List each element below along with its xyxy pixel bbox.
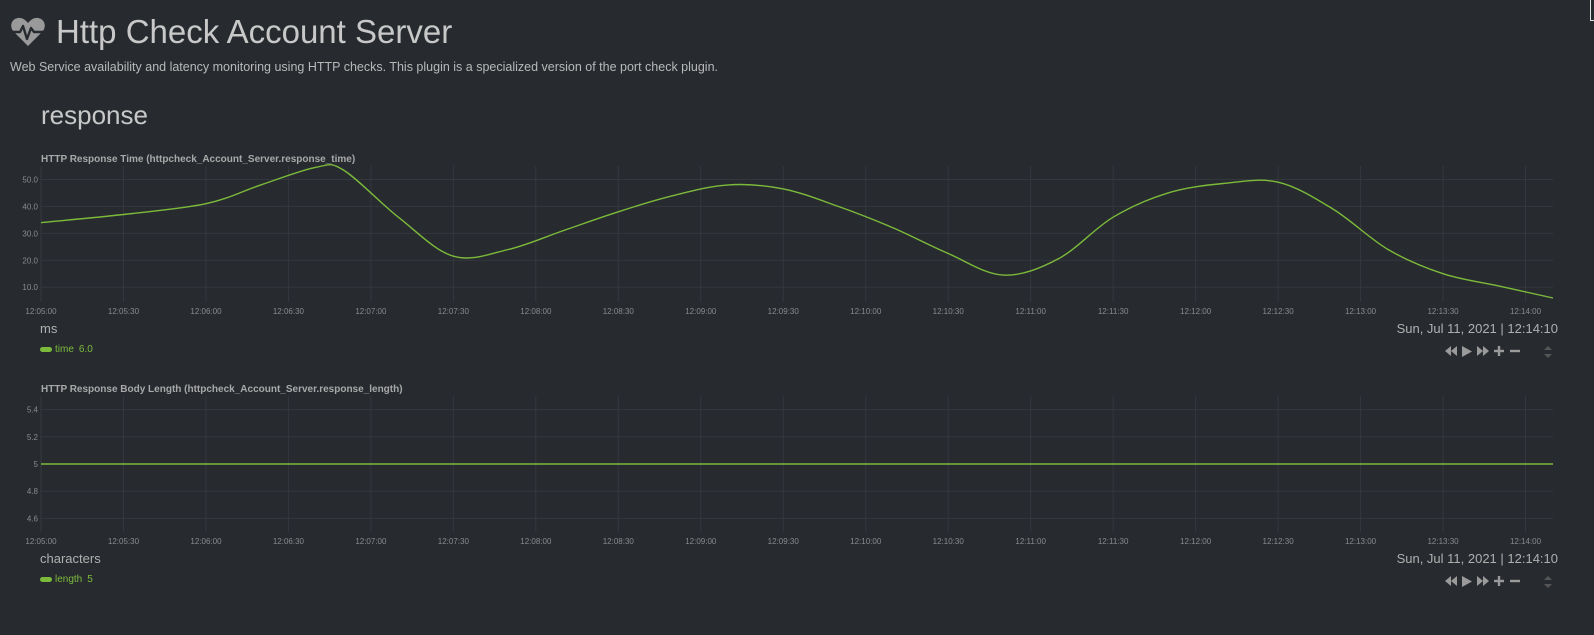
x-tick-label: 12:07:30 [438,537,470,546]
unit-label-response-length: characters [40,551,101,566]
resize-handle-response-time[interactable] [1543,345,1553,363]
x-tick-label: 12:06:00 [190,307,222,316]
unit-label-response-time: ms [40,321,58,336]
x-tick-label: 12:07:30 [438,307,470,316]
x-tick-label: 12:05:30 [108,537,140,546]
page-title: Http Check Account Server [56,13,453,50]
x-tick-label: 12:13:00 [1345,307,1377,316]
x-tick-label: 12:12:30 [1263,307,1295,316]
y-tick-label: 4.8 [27,487,39,496]
series-line-time [40,163,1554,299]
x-tick-label: 12:10:30 [933,307,965,316]
x-tick-label: 12:12:30 [1263,537,1295,546]
x-tick-label: 12:08:00 [520,537,552,546]
x-tick-label: 12:07:00 [355,307,387,316]
rewind-icon[interactable] [1443,344,1459,358]
y-tick-label: 5.4 [27,406,39,415]
x-tick-label: 12:08:30 [603,537,635,546]
legend-label-time: time [55,344,74,355]
x-tick-label: 12:09:00 [685,537,717,546]
y-tick-label: 30.0 [22,229,38,238]
x-tick-label: 12:08:00 [520,307,552,316]
y-tick-label: 50.0 [22,175,38,184]
page-subtitle: Web Service availability and latency mon… [10,60,718,74]
x-tick-label: 12:13:30 [1427,307,1459,316]
legend-value-length: 5 [87,574,93,585]
x-tick-label: 12:11:00 [1015,307,1046,316]
response-length-chart[interactable]: 12:05:00 12:05:30 12:06:00 12:06:30 12:07:00… [0,390,1594,550]
x-tick-label: 12:12:00 [1180,537,1212,546]
fast-forward-icon[interactable] [1475,574,1491,588]
x-tick-label: 12:06:00 [190,537,222,546]
x-tick-label: 12:06:30 [273,537,305,546]
legend-time[interactable]: time 6.0 [40,344,93,355]
x-tick-label: 12:09:30 [768,537,800,546]
x-tick-label: 12:10:00 [850,307,882,316]
legend-swatch-length [40,577,52,582]
x-tick-label: 12:14:00 [1510,307,1542,316]
x-tick-label: 12:07:00 [355,537,387,546]
x-tick-label: 12:13:30 [1427,537,1459,546]
x-tick-label: 12:11:30 [1098,307,1129,316]
rewind-icon[interactable] [1443,574,1459,588]
x-tick-label: 12:09:30 [768,307,800,316]
y-tick-label: 10.0 [22,283,38,292]
x-tick-label: 12:05:30 [108,307,140,316]
x-tick-label: 12:05:00 [25,537,57,546]
x-tick-label: 12:06:30 [273,307,305,316]
y-tick-label: 5.2 [27,433,39,442]
chart-toolbox-response-length [1443,574,1523,588]
x-tick-label: 12:11:00 [1015,537,1046,546]
x-tick-label: 12:13:00 [1345,537,1377,546]
zoom-in-icon[interactable] [1491,574,1507,588]
zoom-out-icon[interactable] [1507,574,1523,588]
chart-title-response-length: HTTP Response Body Length (httpcheck_Acc… [41,384,403,395]
y-tick-label: 4.6 [27,514,39,523]
legend-swatch-time [40,347,52,352]
x-tick-label: 12:09:00 [685,307,717,316]
legend-label-length: length [55,574,83,585]
date-label-response-length: Sun, Jul 11, 2021 | 12:14:10 [1396,551,1558,566]
x-tick-label: 12:10:30 [933,537,965,546]
heartbeat-icon [10,16,46,48]
play-icon[interactable] [1459,574,1475,588]
x-tick-label: 12:08:30 [603,307,635,316]
x-tick-label: 12:05:00 [25,307,57,316]
zoom-in-icon[interactable] [1491,344,1507,358]
fast-forward-icon[interactable] [1475,344,1491,358]
resize-handle-response-length[interactable] [1543,575,1553,593]
x-tick-label: 12:11:30 [1098,537,1129,546]
y-tick-label: 40.0 [22,202,38,211]
x-tick-label: 12:10:00 [850,537,882,546]
play-icon[interactable] [1459,344,1475,358]
chart-title-response-time: HTTP Response Time (httpcheck_Account_Se… [41,154,356,165]
legend-value-time: 6.0 [78,344,93,355]
legend-length[interactable]: length 5 [40,574,93,585]
zoom-out-icon[interactable] [1507,344,1523,358]
section-title: response [41,100,148,130]
chart-toolbox-response-time [1443,344,1523,358]
y-tick-label: 5 [34,460,39,469]
y-tick-label: 20.0 [22,256,38,265]
x-tick-label: 12:12:00 [1180,307,1212,316]
page-header: Http Check Account Server [10,12,452,52]
corner-marker [1590,0,1594,21]
date-label-response-time: Sun, Jul 11, 2021 | 12:14:10 [1396,321,1558,336]
x-tick-label: 12:14:00 [1510,537,1542,546]
response-time-chart[interactable]: 12:05:00 12:05:30 12:06:00 12:06:30 12:07:00… [0,160,1594,320]
